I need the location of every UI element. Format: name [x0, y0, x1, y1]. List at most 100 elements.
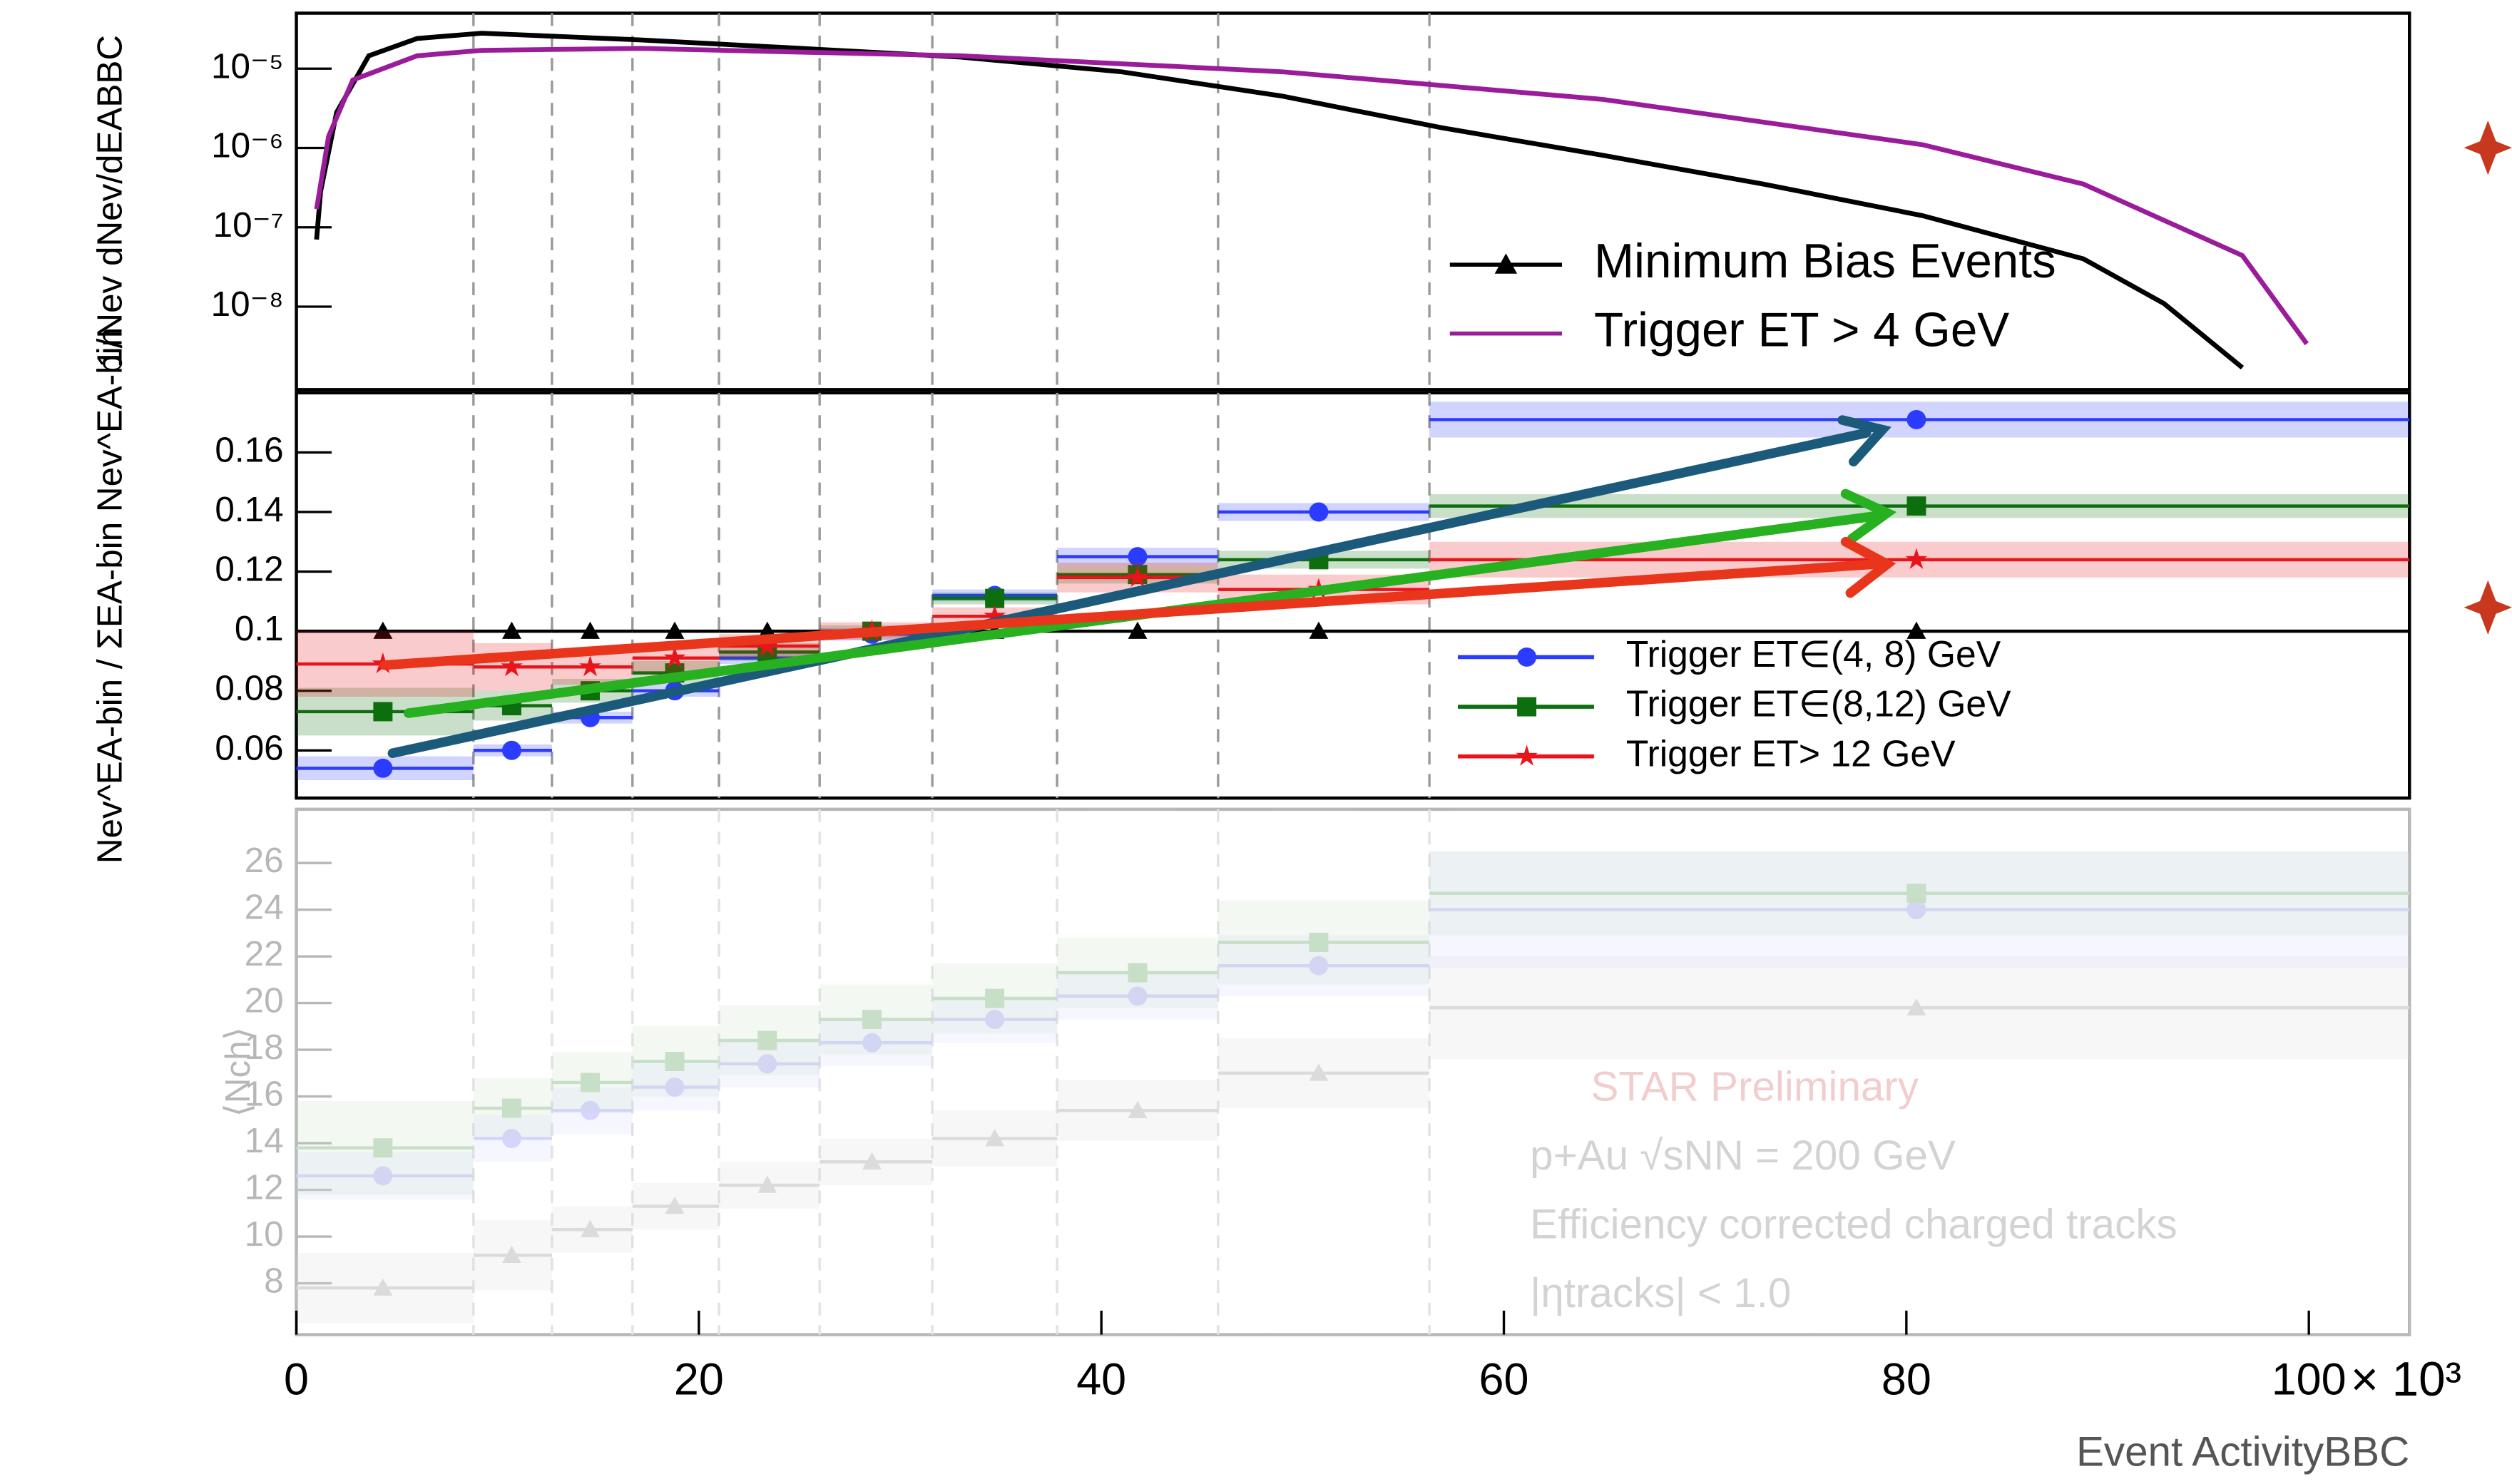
error-band [1429, 851, 2410, 968]
error-band [820, 984, 933, 1055]
y-tick-label: 0.12 [215, 550, 283, 589]
data-line [314, 31, 2245, 370]
error-band [1217, 900, 1430, 985]
marker [1309, 502, 1329, 522]
marker [1128, 547, 1148, 567]
decorations [2464, 120, 2512, 635]
y-tick-label: 0.16 [215, 430, 283, 469]
y-tick-label: 22 [245, 934, 284, 973]
error-band [719, 1162, 820, 1209]
arrow-head [1840, 536, 1896, 598]
marker [862, 1033, 882, 1053]
y-tick-label: 10⁻⁷ [213, 205, 284, 245]
error-band [473, 1078, 552, 1139]
marker [1128, 621, 1148, 639]
y-tick-label: 8 [264, 1262, 283, 1301]
annotation: p+Au √sNN = 200 GeV [1530, 1132, 1956, 1179]
marker [373, 621, 393, 639]
panel: 8 10 12 14 16 18 20 22 24 26 ⟨Nch⟩ STAR Preliminary… [218, 807, 2411, 1336]
legend-label: Trigger ET> 12 GeV [1626, 732, 1956, 774]
y-tick-label: 16 [245, 1075, 284, 1114]
marker [1906, 900, 1926, 920]
panel-frame [295, 11, 2411, 392]
error-band [473, 1220, 552, 1291]
marker [1309, 621, 1329, 639]
error-band [820, 1138, 933, 1186]
y-tick-label: 10⁻⁵ [211, 46, 284, 86]
marker [501, 1245, 521, 1264]
error-band [932, 1110, 1058, 1167]
panel-frame [295, 391, 2411, 800]
panel: 10⁻⁵ 10⁻⁶ 10⁻⁷ 10⁻⁸ 1/Nev dNev/dEABBC Minimum… [90, 11, 2411, 392]
error-band [551, 1206, 633, 1253]
error-band [1217, 1038, 1430, 1108]
error-band [1217, 935, 1430, 996]
y-tick-label: 10⁻⁸ [211, 285, 284, 324]
error-band [473, 1115, 552, 1162]
y-tick-label: 0.06 [215, 728, 283, 767]
error-band [932, 963, 1058, 1034]
marker [862, 1152, 882, 1170]
legend-label: Trigger ET∈(4, 8) GeV [1626, 633, 2001, 675]
marker [581, 1073, 600, 1092]
y-axis-label: 1/Nev dNev/dEABBC [90, 35, 129, 368]
x-multiplier: × 10³ [2351, 1353, 2461, 1406]
y-tick-label: 0.08 [215, 669, 283, 708]
y-tick-label: 18 [245, 1028, 284, 1067]
marker [1128, 963, 1148, 983]
marker [757, 1054, 777, 1074]
error-band [296, 1101, 474, 1195]
error-band [1057, 1080, 1218, 1141]
marker [665, 1078, 685, 1097]
marker [501, 621, 521, 639]
marker [579, 655, 601, 677]
annotation: |ηtracks| < 1.0 [1530, 1270, 1791, 1316]
marker [1309, 933, 1329, 952]
marker [373, 702, 393, 722]
arrow-head [1840, 488, 1897, 543]
error-band [296, 1152, 474, 1199]
marker [665, 1051, 685, 1071]
marker [1906, 621, 1926, 639]
data-line [314, 46, 2309, 346]
marker [581, 621, 600, 639]
marker [373, 1278, 393, 1296]
marker [1309, 956, 1329, 976]
error-band [719, 1040, 820, 1088]
error-band [632, 1026, 720, 1097]
y-tick-label: 0.14 [215, 490, 283, 529]
error-band [551, 1052, 633, 1113]
marker [663, 646, 686, 667]
marker [501, 1098, 521, 1118]
error-band [632, 1063, 720, 1111]
error-band [1429, 851, 2410, 936]
marker [1906, 409, 1926, 429]
marker [1905, 548, 1928, 569]
marker [985, 1129, 1005, 1147]
annotation: Efficiency corrected charged tracks [1530, 1202, 2177, 1248]
marker [1309, 1063, 1329, 1081]
y-tick-label: 14 [245, 1121, 284, 1160]
error-band [296, 1252, 474, 1324]
x-tick-label: 60 [1479, 1355, 1529, 1405]
marker [581, 1219, 600, 1238]
marker [1517, 647, 1537, 667]
error-band [632, 1182, 720, 1230]
marker [984, 605, 1006, 626]
panel-frame [295, 807, 2411, 1336]
error-band [1057, 973, 1218, 1020]
marker [373, 1166, 393, 1186]
marker [665, 1197, 685, 1214]
error-band [551, 1087, 633, 1134]
legend-label: Trigger ET∈(8,12) GeV [1626, 683, 2011, 725]
trend-arrow [379, 559, 1879, 670]
y-axis-label: Nev^EA-bin / ΣEA-bin Nev^EA-bin [90, 327, 129, 864]
legend-label: Minimum Bias Events [1594, 235, 2056, 288]
marker [581, 1100, 600, 1120]
marker [373, 1138, 393, 1158]
y-tick-label: 26 [245, 841, 284, 880]
marker [501, 740, 521, 760]
arrow-head [1837, 415, 1891, 467]
